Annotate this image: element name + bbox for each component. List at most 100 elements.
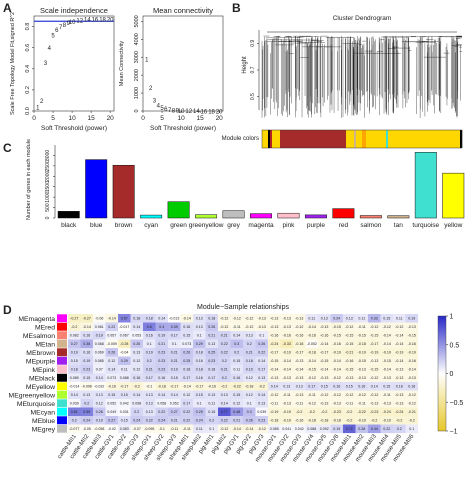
heatmap-cell bbox=[180, 348, 194, 357]
heatmap-cell bbox=[68, 416, 81, 425]
cell-value: -0.12 bbox=[258, 427, 266, 431]
data-point-label: 16 bbox=[201, 109, 208, 115]
heatmap-cell bbox=[305, 322, 319, 332]
heatmap-cell bbox=[405, 373, 419, 383]
dendrogram-branches bbox=[261, 31, 462, 118]
plot-frame bbox=[142, 15, 224, 112]
x-tick-label: turquoise bbox=[412, 222, 439, 229]
y-tick-label: 500 bbox=[45, 203, 51, 212]
cell-value: -0.15 bbox=[408, 334, 416, 338]
heatmap-cell bbox=[355, 348, 369, 357]
row-color-swatch bbox=[57, 348, 67, 357]
legend-tick-label: −1 bbox=[450, 429, 458, 436]
panel-label-c: C bbox=[3, 141, 12, 155]
heatmap-cell bbox=[93, 356, 106, 366]
chart-title: Mean connectivity bbox=[153, 6, 213, 15]
heatmap-cell bbox=[343, 424, 356, 434]
heatmap-cell bbox=[293, 314, 306, 323]
heatmap-cell bbox=[218, 314, 231, 323]
cell-value: -0.16 bbox=[295, 419, 303, 423]
y-tick-label: 0 bbox=[45, 216, 51, 219]
heatmap-cell bbox=[393, 382, 406, 391]
heatmap-cell bbox=[230, 399, 244, 408]
cell-value: 0.21 bbox=[246, 351, 253, 355]
x-tick-label: black bbox=[61, 222, 77, 229]
heatmap-cell bbox=[355, 407, 369, 417]
y-tick-label: 0.5 bbox=[250, 93, 256, 100]
cell-value: 0.22 bbox=[258, 351, 265, 355]
heatmap-cell bbox=[180, 399, 194, 408]
heatmap-cell bbox=[343, 339, 356, 349]
cell-value: -0.17 bbox=[295, 351, 303, 355]
heatmap-cell bbox=[143, 331, 156, 340]
row-label: MEgreenyellow bbox=[9, 393, 56, 400]
heatmap-cell bbox=[230, 373, 244, 383]
heatmap-cell bbox=[155, 314, 169, 323]
module-color-segment bbox=[268, 130, 271, 148]
heatmap-cell bbox=[305, 382, 319, 391]
heatmap-cell bbox=[180, 322, 194, 332]
cell-value: -0.11 bbox=[358, 325, 366, 329]
x-tick-label: 15 bbox=[88, 115, 96, 122]
cell-value: 0.2 bbox=[147, 359, 152, 363]
cell-value: -0.27 bbox=[83, 317, 91, 321]
heatmap-cell bbox=[268, 322, 281, 332]
heatmap-cell bbox=[318, 356, 331, 366]
heatmap-cell bbox=[330, 339, 344, 349]
heatmap-cell bbox=[80, 331, 94, 340]
cell-value: -0.21 bbox=[345, 351, 353, 355]
heatmap-cell bbox=[130, 322, 144, 332]
data-point-label: 18 bbox=[99, 18, 106, 24]
cell-value: 0.21 bbox=[171, 419, 178, 423]
heatmap-cell bbox=[205, 390, 219, 400]
cell-value: 0.13 bbox=[246, 334, 253, 338]
heatmap-cell bbox=[393, 416, 406, 425]
heatmap-cell bbox=[305, 390, 319, 400]
cell-value: 0.11 bbox=[196, 427, 203, 431]
cell-value: -0.13 bbox=[283, 317, 291, 321]
cell-value: -0.11 bbox=[295, 402, 303, 406]
cell-value: -0.13 bbox=[395, 393, 403, 397]
cell-value: -0.14 bbox=[383, 342, 391, 346]
heatmap-cell bbox=[230, 382, 244, 391]
heatmap-cell bbox=[355, 339, 369, 349]
x-tick-label: tan bbox=[394, 222, 403, 229]
heatmap-cell bbox=[380, 331, 394, 340]
cell-value: -0.11 bbox=[183, 427, 191, 431]
cell-value: -0.11 bbox=[270, 402, 278, 406]
heatmap-cell bbox=[255, 416, 269, 425]
cell-value: -0.052 bbox=[307, 342, 317, 346]
cell-value: 0.13 bbox=[346, 317, 353, 321]
cell-value: -0.14 bbox=[283, 368, 291, 372]
heatmap-cell bbox=[193, 314, 206, 323]
heatmap-cell bbox=[218, 399, 231, 408]
heatmap-cell bbox=[318, 348, 331, 357]
cell-value: 0.067 bbox=[120, 334, 129, 338]
heatmap-cell bbox=[68, 314, 81, 323]
y-tick-label: 1000 bbox=[45, 191, 51, 202]
cell-value: -0.19 bbox=[408, 351, 416, 355]
cell-value: 0.22 bbox=[158, 410, 165, 414]
heatmap-cell bbox=[143, 314, 156, 323]
cell-value: 0.2 bbox=[234, 351, 239, 355]
cell-value: -0.15 bbox=[370, 368, 378, 372]
cell-value: -0.2 bbox=[371, 419, 377, 423]
row-color-swatch bbox=[57, 356, 67, 365]
y-tick-label: 0.4 bbox=[25, 65, 31, 73]
heatmap-cell bbox=[318, 322, 331, 332]
heatmap-cell bbox=[330, 416, 344, 425]
heatmap-cell bbox=[380, 339, 394, 349]
heatmap-cell bbox=[330, 348, 344, 357]
data-point-label: 6 bbox=[55, 28, 59, 34]
heatmap-cell bbox=[205, 322, 219, 332]
y-tick-label: 2500 bbox=[45, 160, 51, 171]
heatmap-cell bbox=[68, 331, 81, 340]
cell-value: -0.13 bbox=[370, 359, 378, 363]
cell-value: 0.14 bbox=[133, 393, 140, 397]
cell-value: -0.06 bbox=[95, 317, 103, 321]
heatmap-cell bbox=[318, 314, 331, 323]
row-label: MEgrey bbox=[32, 427, 56, 434]
heatmap-cell bbox=[105, 365, 119, 374]
heatmap-cell bbox=[218, 348, 231, 357]
heatmap-cell bbox=[243, 365, 256, 374]
